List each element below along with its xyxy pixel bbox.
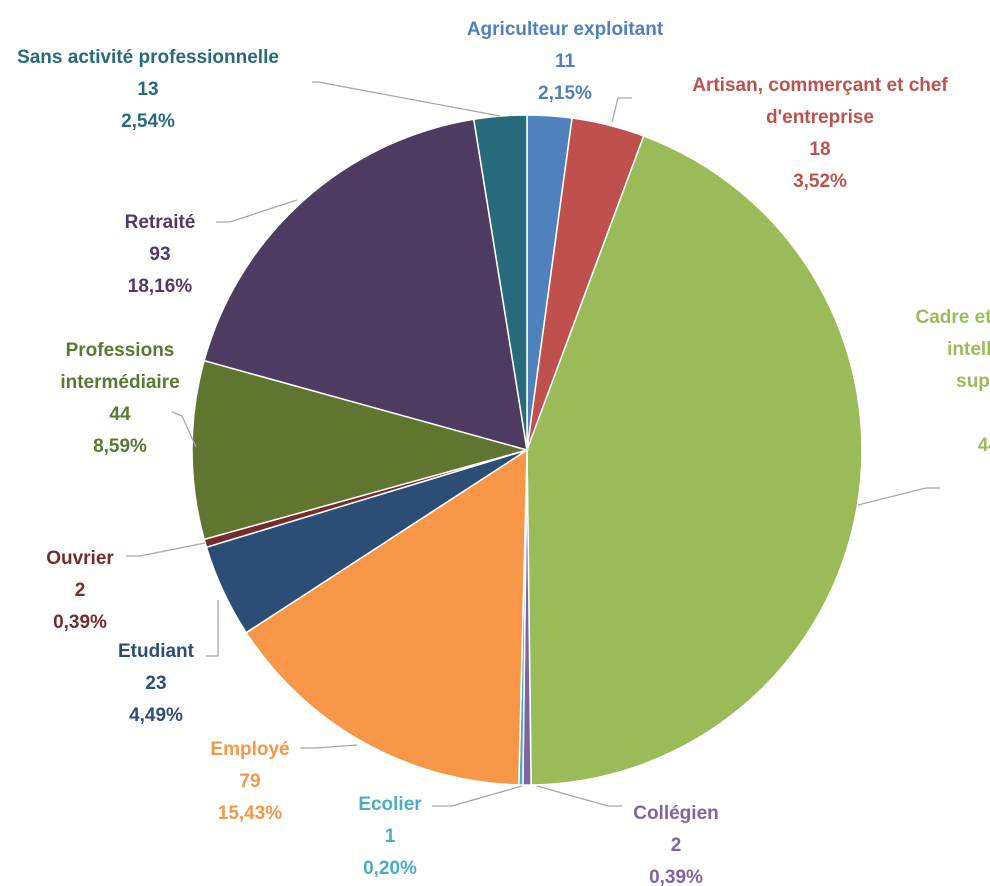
leader-line [536,785,622,807]
slice-value: 23 [145,673,166,694]
slice-value: 44 [109,404,131,425]
slice-percent: 4,49% [129,705,183,726]
slice-label: intellectuelles [947,339,990,360]
slice-percent: 2,15% [538,83,592,104]
slice-percent: 0,39% [53,612,107,633]
pie-slice [472,114,528,451]
slice-label: Etudiant [118,641,195,662]
leader-line [206,600,219,657]
slice-value: 18 [809,139,830,160]
leader-line [216,199,298,223]
slice-percent: 18,16% [128,276,193,297]
leader-line [611,97,632,123]
leader-line [312,81,501,117]
pie-slice [245,448,528,786]
slice-percent: 0,20% [363,858,417,879]
slice-label: Professions [66,340,175,361]
slice-value: 2 [671,835,682,856]
pie-slice [203,118,528,452]
slice-percent: 8,59% [93,436,147,457]
slice-label: Employé [210,739,289,760]
slice-value: 1 [385,826,396,847]
slice-percent: 15,43% [218,803,283,824]
slice-label: Artisan, commerçant et chef [692,75,948,96]
slice-label: d'entreprise [766,107,874,128]
leader-line [432,785,523,807]
slice-label: Agriculteur exploitant [467,19,664,40]
slice-value: 93 [149,244,170,265]
slice-label: Collégien [633,803,719,824]
slice-label: Retraité [125,212,196,233]
leader-line [171,411,197,448]
leader-line [126,542,206,557]
leader-line [300,744,358,749]
slice-value: 11 [555,51,576,72]
pie-slice [526,135,863,786]
slice-value: 13 [137,79,158,100]
leader-line [857,487,940,506]
slice-label: supérieures [956,371,990,392]
pie-slice [191,359,530,541]
slice-label: Cadre et professions [916,307,990,328]
slice-value: 79 [239,771,260,792]
slice-percent: 3,52% [793,171,847,192]
slice-label: Sans activité professionnelle [17,47,279,68]
slice-percent: 0,39% [649,867,703,886]
slice-percent: 2,54% [121,111,175,132]
slice-percent: 44,14% [978,435,990,456]
slice-label: Ecolier [358,794,422,815]
slice-label: Ouvrier [46,548,114,569]
slice-value: 2 [75,580,86,601]
slice-label: intermédiaire [60,372,179,393]
